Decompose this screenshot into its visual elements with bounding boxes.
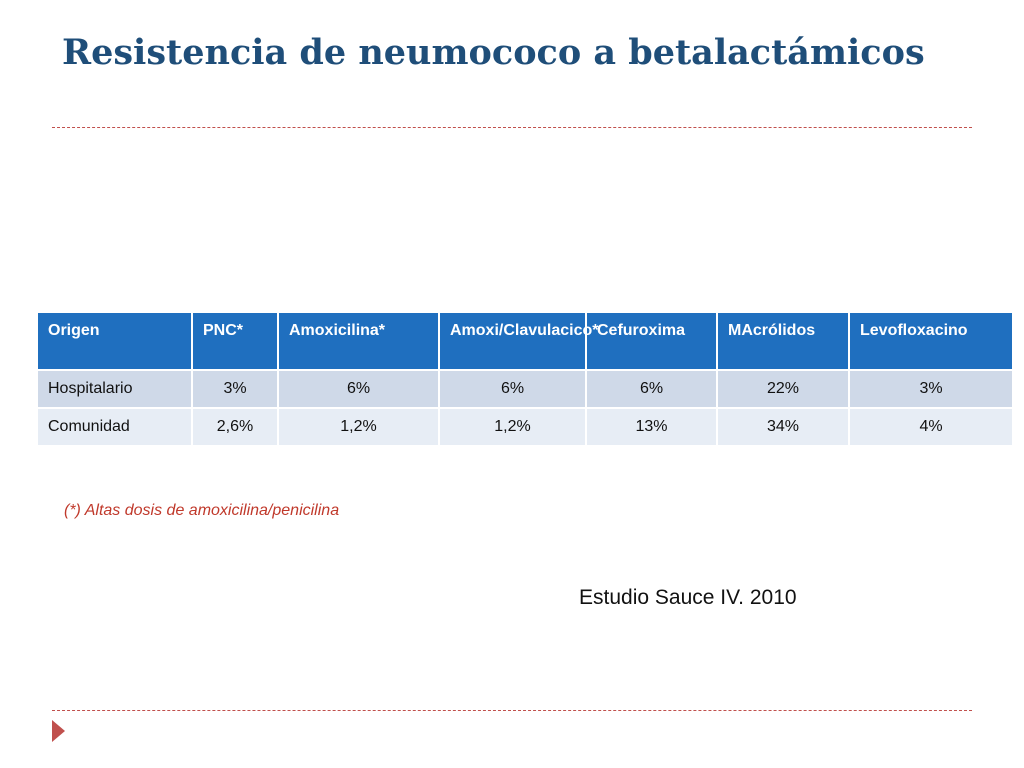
table-row: Hospitalario 3% 6% 6% 6% 22% 3% <box>36 369 1014 409</box>
table-cell: 3% <box>191 369 279 409</box>
header-cefuroxima: Cefuroxima <box>585 311 718 371</box>
table-cell: 6% <box>585 369 718 409</box>
resistance-table: Origen PNC* Amoxicilina* Amoxi/Clavulaci… <box>36 311 1014 447</box>
top-divider <box>52 127 972 128</box>
table-header-row: Origen PNC* Amoxicilina* Amoxi/Clavulaci… <box>36 311 1014 371</box>
bottom-divider <box>52 710 972 711</box>
header-amoxi-clavulacico: Amoxi/Clavulacico* <box>438 311 599 371</box>
header-amoxicilina: Amoxicilina* <box>277 311 440 371</box>
header-origen: Origen <box>36 311 193 371</box>
triangle-arrow-icon <box>52 720 65 742</box>
source-citation: Estudio Sauce IV. 2010 <box>579 586 797 609</box>
table-cell: 1,2% <box>277 407 440 447</box>
header-levofloxacino: Levofloxacino <box>848 311 1014 371</box>
table-cell: 6% <box>438 369 587 409</box>
table-cell: 13% <box>585 407 718 447</box>
table-cell: 4% <box>848 407 1014 447</box>
table-cell: Hospitalario <box>36 369 193 409</box>
table-cell: 22% <box>716 369 850 409</box>
table-cell: 2,6% <box>191 407 279 447</box>
table-cell: 1,2% <box>438 407 587 447</box>
table-cell: Comunidad <box>36 407 193 447</box>
header-pnc: PNC* <box>191 311 279 371</box>
header-macrolidos: MAcrólidos <box>716 311 850 371</box>
table-cell: 6% <box>277 369 440 409</box>
table-cell: 3% <box>848 369 1014 409</box>
slide-title: Resistencia de neumococo a betalactámico… <box>62 32 925 73</box>
table-cell: 34% <box>716 407 850 447</box>
footnote: (*) Altas dosis de amoxicilina/penicilin… <box>64 502 340 519</box>
table-row: Comunidad 2,6% 1,2% 1,2% 13% 34% 4% <box>36 407 1014 447</box>
